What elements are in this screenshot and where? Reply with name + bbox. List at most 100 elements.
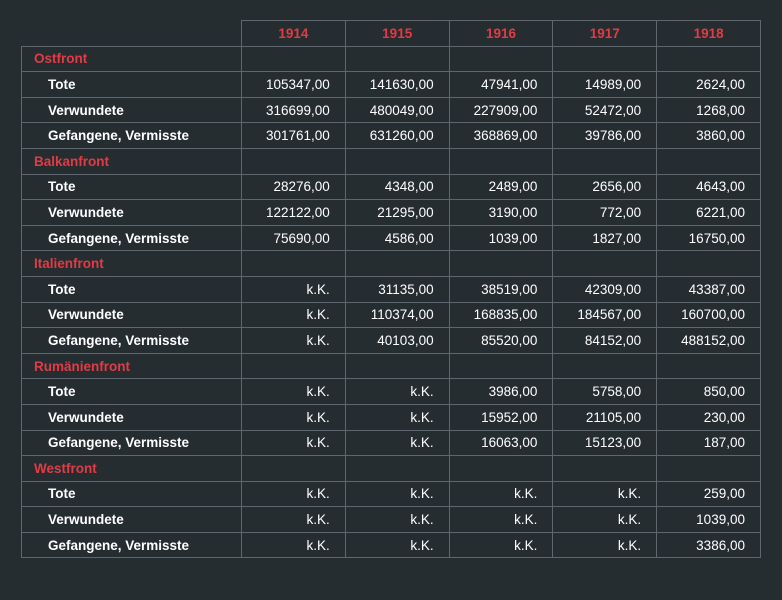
value-cell: 5758,00 xyxy=(552,378,658,405)
group-row: Ostfront xyxy=(21,45,761,73)
empty-cell xyxy=(552,455,658,482)
value-cell: 187,00 xyxy=(656,429,761,457)
value-cell: 15952,00 xyxy=(448,403,554,431)
group-row: Rumänienfront xyxy=(21,352,761,380)
value-cell: 480049,00 xyxy=(344,96,450,124)
table-row: Gefangene, Vermisste k.K. k.K. 16063,00 1512… xyxy=(21,429,761,457)
row-label: Gefangene, Vermisste xyxy=(21,531,242,559)
value-cell: k.K. xyxy=(241,301,346,329)
value-cell: k.K. xyxy=(241,378,346,405)
group-label: Rumänienfront xyxy=(21,352,242,380)
empty-cell xyxy=(448,147,554,175)
table-row: Gefangene, Vermisste 75690,00 4586,00 1039,… xyxy=(21,224,761,252)
empty-cell xyxy=(241,147,346,175)
value-cell: 3986,00 xyxy=(448,378,554,405)
table-row: Tote k.K. k.K. 3986,00 5758,00 850,00 xyxy=(21,378,761,405)
empty-cell xyxy=(241,352,346,380)
value-cell: 3860,00 xyxy=(656,122,761,149)
value-cell: k.K. xyxy=(241,480,346,508)
value-cell: 40103,00 xyxy=(344,327,450,354)
table-row: Gefangene, Vermisste 301761,00 631260,00 36… xyxy=(21,122,761,149)
empty-cell xyxy=(656,45,761,73)
empty-cell xyxy=(344,45,450,73)
value-cell: k.K. xyxy=(448,480,554,508)
value-cell: 184567,00 xyxy=(552,301,658,329)
column-header-year: 1918 xyxy=(656,20,761,47)
group-label: Westfront xyxy=(21,455,242,482)
value-cell: 4643,00 xyxy=(656,173,761,201)
table-row: Tote 28276,00 4348,00 2489,00 2656,00 4643,00 xyxy=(21,173,761,201)
empty-cell xyxy=(656,352,761,380)
value-cell: 85520,00 xyxy=(448,327,554,354)
value-cell: 230,00 xyxy=(656,403,761,431)
table-body: Ostfront Tote 105347,00 141630,00 47941,00 14… xyxy=(21,45,761,559)
value-cell: 16063,00 xyxy=(448,429,554,457)
empty-cell xyxy=(656,147,761,175)
value-cell: 75690,00 xyxy=(241,224,346,252)
value-cell: 15123,00 xyxy=(552,429,658,457)
value-cell: 16750,00 xyxy=(656,224,761,252)
table-row: Gefangene, Vermisste k.K. 40103,00 85520,00… xyxy=(21,327,761,354)
column-header-year: 1916 xyxy=(448,20,554,47)
table-row: Verwundete k.K. 110374,00 168835,00 184567,0… xyxy=(21,301,761,329)
row-label: Tote xyxy=(21,275,242,303)
empty-cell xyxy=(344,250,450,277)
value-cell: 1827,00 xyxy=(552,224,658,252)
group-label: Balkanfront xyxy=(21,147,242,175)
value-cell: k.K. xyxy=(448,506,554,533)
table-row: Verwundete 316699,00 480049,00 227909,00 524… xyxy=(21,96,761,124)
row-label: Gefangene, Vermisste xyxy=(21,429,242,457)
group-row: Balkanfront xyxy=(21,147,761,175)
value-cell: 2624,00 xyxy=(656,71,761,98)
group-row: Westfront xyxy=(21,455,761,482)
group-label: Ostfront xyxy=(21,45,242,73)
value-cell: k.K. xyxy=(241,275,346,303)
value-cell: 21105,00 xyxy=(552,403,658,431)
value-cell: 31135,00 xyxy=(344,275,450,303)
value-cell: 110374,00 xyxy=(344,301,450,329)
value-cell: 84152,00 xyxy=(552,327,658,354)
empty-cell xyxy=(448,45,554,73)
value-cell: 105347,00 xyxy=(241,71,346,98)
value-cell: 43387,00 xyxy=(656,275,761,303)
group-label: Italienfront xyxy=(21,250,242,277)
value-cell: 52472,00 xyxy=(552,96,658,124)
table-row: Tote k.K. 31135,00 38519,00 42309,00 43387,00 xyxy=(21,275,761,303)
value-cell: 122122,00 xyxy=(241,199,346,226)
value-cell: 3386,00 xyxy=(656,531,761,559)
table-row: Gefangene, Vermisste k.K. k.K. k.K. k.K. 3386… xyxy=(21,531,761,559)
value-cell: k.K. xyxy=(344,378,450,405)
table-header: 1914 1915 1916 1917 1918 xyxy=(21,20,761,47)
value-cell: 39786,00 xyxy=(552,122,658,149)
value-cell: 14989,00 xyxy=(552,71,658,98)
value-cell: k.K. xyxy=(241,506,346,533)
value-cell: k.K. xyxy=(241,327,346,354)
table-row: Verwundete k.K. k.K. k.K. k.K. 1039,00 xyxy=(21,506,761,533)
value-cell: 3190,00 xyxy=(448,199,554,226)
empty-cell xyxy=(552,45,658,73)
empty-cell xyxy=(448,250,554,277)
value-cell: 316699,00 xyxy=(241,96,346,124)
value-cell: k.K. xyxy=(344,403,450,431)
value-cell: k.K. xyxy=(448,531,554,559)
empty-cell xyxy=(344,455,450,482)
value-cell: 368869,00 xyxy=(448,122,554,149)
value-cell: 2656,00 xyxy=(552,173,658,201)
row-label: Tote xyxy=(21,378,242,405)
empty-cell xyxy=(448,352,554,380)
empty-cell xyxy=(448,455,554,482)
table-row: Verwundete k.K. k.K. 15952,00 21105,00 230,00 xyxy=(21,403,761,431)
value-cell: 141630,00 xyxy=(344,71,450,98)
value-cell: 4586,00 xyxy=(344,224,450,252)
value-cell: 21295,00 xyxy=(344,199,450,226)
empty-cell xyxy=(241,455,346,482)
column-header-year: 1915 xyxy=(344,20,450,47)
value-cell: k.K. xyxy=(241,429,346,457)
value-cell: 28276,00 xyxy=(241,173,346,201)
value-cell: 259,00 xyxy=(656,480,761,508)
value-cell: 2489,00 xyxy=(448,173,554,201)
value-cell: k.K. xyxy=(241,403,346,431)
value-cell: k.K. xyxy=(552,531,658,559)
value-cell: 38519,00 xyxy=(448,275,554,303)
